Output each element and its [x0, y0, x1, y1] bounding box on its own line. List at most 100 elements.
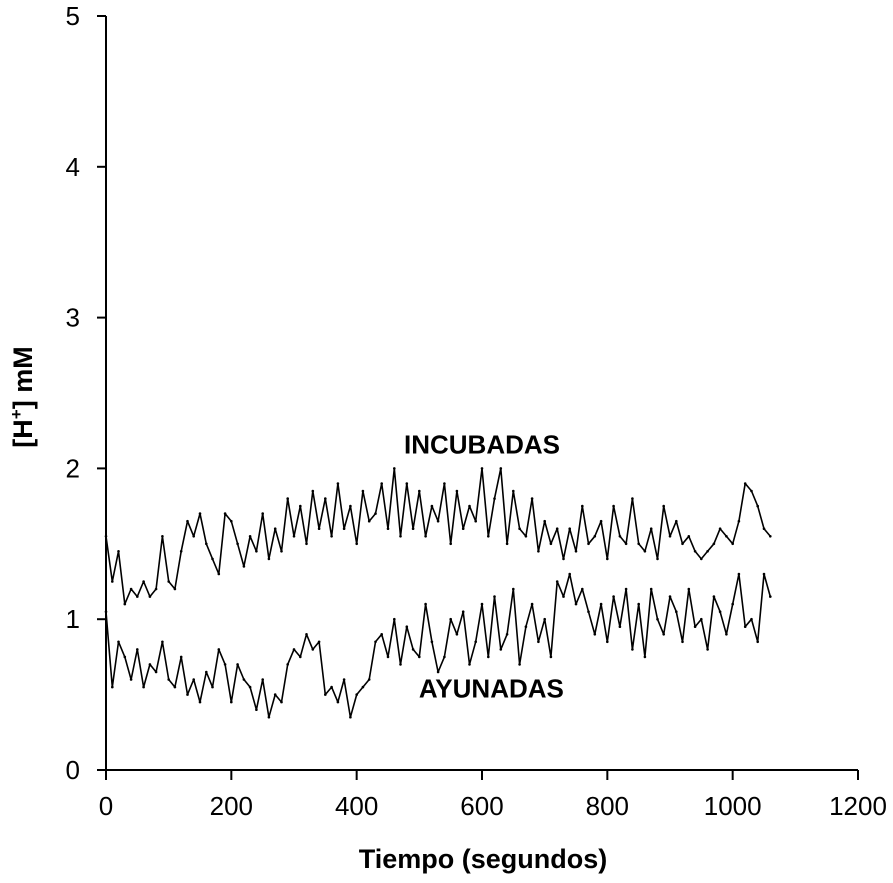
data-point-incubadas	[205, 542, 208, 546]
data-point-ayunadas	[186, 693, 189, 696]
data-point-ayunadas	[361, 685, 365, 689]
data-point-ayunadas	[581, 587, 584, 591]
data-point-incubadas	[549, 542, 553, 546]
data-point-incubadas	[305, 542, 308, 546]
data-point-ayunadas	[161, 640, 164, 644]
data-point-incubadas	[662, 504, 665, 508]
data-point-ayunadas	[568, 572, 571, 576]
data-point-incubadas	[599, 519, 603, 523]
data-point-ayunadas	[305, 633, 308, 636]
data-point-ayunadas	[349, 715, 352, 719]
data-point-ayunadas	[230, 700, 233, 704]
x-tick-label: 0	[99, 791, 113, 821]
data-point-incubadas	[443, 482, 446, 485]
data-point-incubadas	[367, 519, 371, 523]
data-point-incubadas	[487, 535, 490, 538]
y-ticks: 0 1 2 3 4 5	[66, 1, 106, 785]
plot-area: 0 1 2 3 4 5 0 200 400 600 800 1000 1200 INCUBADAS AY…	[66, 1, 887, 821]
data-point-incubadas	[380, 482, 384, 485]
data-point-incubadas	[374, 512, 377, 515]
data-point-ayunadas	[468, 663, 471, 666]
data-point-ayunadas	[687, 587, 691, 591]
data-point-ayunadas	[267, 715, 271, 719]
data-point-incubadas	[562, 557, 565, 561]
data-point-incubadas	[299, 504, 302, 508]
series-label-ayunadas: AYUNADAS	[419, 674, 564, 704]
data-point-incubadas	[756, 504, 759, 508]
data-point-ayunadas	[606, 640, 609, 644]
data-point-ayunadas	[562, 595, 565, 598]
data-point-ayunadas	[675, 610, 678, 613]
data-point-incubadas	[399, 535, 402, 538]
x-tick-label: 1200	[829, 791, 887, 821]
data-point-ayunadas	[681, 640, 684, 644]
data-point-incubadas	[223, 512, 227, 515]
data-point-incubadas	[192, 535, 195, 538]
data-point-incubadas	[624, 542, 628, 546]
data-point-ayunadas	[411, 648, 415, 651]
data-point-ayunadas	[430, 640, 434, 644]
data-point-incubadas	[361, 489, 365, 493]
data-point-incubadas	[211, 557, 214, 561]
data-point-incubadas	[430, 504, 434, 508]
x-axis-title: Tiempo (segundos)	[359, 844, 608, 874]
data-point-ayunadas	[700, 617, 703, 621]
data-point-incubadas	[267, 557, 271, 561]
data-point-ayunadas	[612, 595, 615, 598]
data-point-ayunadas	[242, 678, 246, 681]
data-point-ayunadas	[205, 670, 208, 674]
data-point-ayunadas	[499, 648, 503, 651]
data-point-incubadas	[424, 535, 427, 538]
data-point-incubadas	[480, 467, 484, 470]
data-point-incubadas	[649, 527, 653, 530]
data-point-ayunadas	[223, 663, 227, 666]
data-point-ayunadas	[317, 640, 321, 644]
data-point-incubadas	[718, 527, 722, 530]
data-point-incubadas	[737, 519, 741, 523]
data-point-incubadas	[537, 550, 540, 553]
y-tick-label: 3	[66, 303, 80, 333]
data-point-ayunadas	[537, 640, 540, 644]
data-point-ayunadas	[756, 640, 759, 644]
data-point-ayunadas	[211, 685, 214, 689]
data-point-ayunadas	[104, 610, 108, 613]
y-axis-title: [H+] mM	[7, 346, 38, 447]
data-point-incubadas	[317, 527, 321, 530]
x-tick-label: 800	[586, 791, 629, 821]
data-point-ayunadas	[418, 655, 421, 659]
data-point-ayunadas	[574, 602, 578, 606]
data-point-ayunadas	[599, 602, 603, 606]
data-point-ayunadas	[587, 610, 590, 613]
data-point-ayunadas	[549, 655, 553, 659]
data-point-ayunadas	[769, 595, 772, 598]
data-point-incubadas	[668, 535, 672, 538]
data-point-incubadas	[769, 535, 772, 538]
data-point-incubadas	[292, 535, 296, 538]
x-tick-label: 200	[210, 791, 253, 821]
y-tick-label: 2	[66, 453, 80, 483]
data-point-incubadas	[631, 497, 634, 500]
data-point-incubadas	[418, 489, 421, 493]
data-point-incubadas	[606, 557, 609, 561]
data-point-ayunadas	[367, 678, 371, 681]
data-point-ayunadas	[111, 685, 114, 689]
data-point-ayunadas	[725, 633, 728, 636]
data-point-incubadas	[355, 542, 359, 546]
data-point-incubadas	[681, 542, 684, 546]
data-point-ayunadas	[292, 648, 296, 651]
data-point-ayunadas	[487, 655, 490, 659]
data-point-incubadas	[230, 519, 233, 523]
data-point-ayunadas	[399, 663, 402, 666]
data-point-ayunadas	[405, 625, 409, 628]
data-point-ayunadas	[618, 625, 622, 628]
data-point-ayunadas	[380, 633, 384, 636]
data-point-incubadas	[656, 557, 659, 561]
data-point-incubadas	[286, 497, 290, 500]
data-point-incubadas	[743, 482, 747, 485]
y-tick-label: 0	[66, 755, 80, 785]
data-point-incubadas	[643, 550, 647, 553]
data-point-ayunadas	[424, 602, 427, 606]
data-point-incubadas	[111, 580, 114, 583]
data-point-ayunadas	[743, 625, 747, 628]
data-point-incubadas	[242, 565, 246, 568]
